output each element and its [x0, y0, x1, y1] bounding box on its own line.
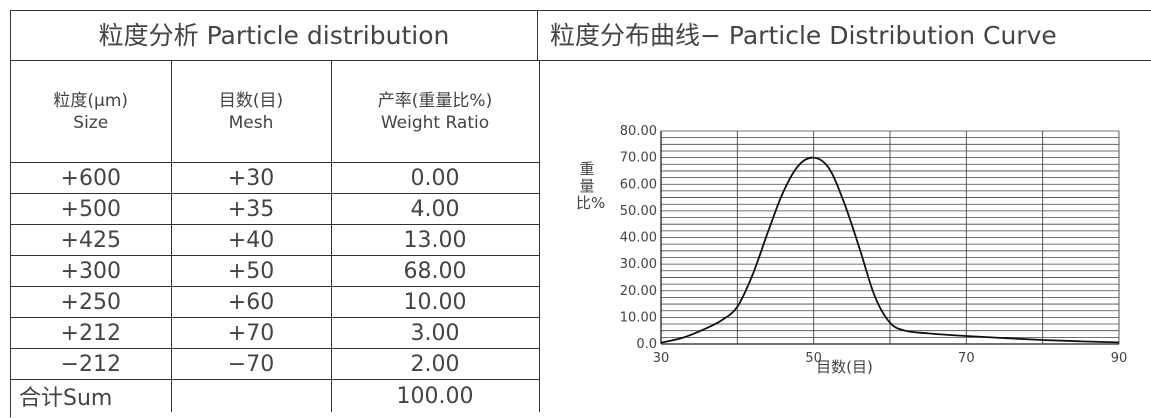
cell-size: −212 — [11, 348, 172, 380]
header-size-cn: 粒度(μm) — [53, 90, 129, 111]
cell-size: +425 — [11, 224, 172, 256]
sum-ratio: 100.00 — [331, 379, 540, 412]
x-tick-label: 70 — [958, 351, 975, 366]
cell-mesh: −70 — [171, 348, 332, 380]
table-sum-row: 合计Sum 100.00 — [11, 379, 540, 412]
table-header-row: 粒度(μm) Size 目数(目) Mesh 产率(重量比%) Weight R… — [11, 61, 540, 163]
y-tick-label: 70.00 — [620, 151, 657, 166]
cell-size: +500 — [11, 193, 172, 225]
cell-mesh: +30 — [171, 162, 332, 194]
header-ratio-en: Weight Ratio — [380, 112, 490, 133]
cell-mesh: +40 — [171, 224, 332, 256]
cell-ratio: 3.00 — [331, 317, 540, 349]
particle-table-panel: 粒度分析 Particle distribution 粒度(μm) Size 目… — [10, 10, 540, 417]
cell-mesh: +35 — [171, 193, 332, 225]
distribution-chart: 0.0 10.00 20.00 30.00 40.00 50.00 60.00 70.00 80… — [620, 124, 1128, 366]
cell-size: +600 — [11, 162, 172, 194]
y-tick-label: 0.0 — [636, 337, 657, 352]
cell-ratio: 13.00 — [331, 224, 540, 256]
table-row: +250 +60 10.00 — [11, 286, 540, 318]
sum-label: 合计Sum — [11, 379, 172, 412]
distribution-curve — [660, 156, 1120, 344]
cell-ratio: 0.00 — [331, 162, 540, 194]
y-tick-label: 30.00 — [620, 257, 657, 272]
x-tick-label: 50 — [805, 351, 822, 366]
cell-ratio: 68.00 — [331, 255, 540, 287]
cell-ratio: 2.00 — [331, 348, 540, 380]
y-tick-label: 10.00 — [620, 310, 657, 325]
chart-title: 粒度分布曲线− Particle Distribution Curve — [538, 11, 1151, 61]
cell-ratio: 4.00 — [331, 193, 540, 225]
header-mesh: 目数(目) Mesh — [171, 61, 332, 163]
cell-size: +250 — [11, 286, 172, 318]
header-ratio: 产率(重量比%) Weight Ratio — [331, 61, 540, 163]
header-size-en: Size — [73, 112, 109, 133]
y-tick-label: 50.00 — [620, 204, 657, 219]
cell-ratio: 10.00 — [331, 286, 540, 318]
header-mesh-en: Mesh — [228, 112, 274, 133]
header-mesh-cn: 目数(目) — [218, 90, 284, 111]
table-row: +300 +50 68.00 — [11, 255, 540, 287]
cell-mesh: +50 — [171, 255, 332, 287]
particle-table: 粒度(μm) Size 目数(目) Mesh 产率(重量比%) Weight R… — [11, 61, 540, 412]
sum-mesh — [171, 379, 332, 412]
x-tick-label: 90 — [1111, 351, 1128, 366]
header-size: 粒度(μm) Size — [11, 61, 172, 163]
table-title: 粒度分析 Particle distribution — [11, 11, 538, 61]
table-row: −212 −70 2.00 — [11, 348, 540, 380]
chart-panel: 粒度分布曲线− Particle Distribution Curve 0.0 1… — [538, 10, 1151, 417]
cell-size: +300 — [11, 255, 172, 287]
y-tick-label: 40.00 — [620, 231, 657, 246]
x-axis-title: 目数(目) — [816, 358, 873, 376]
cell-mesh: +70 — [171, 317, 332, 349]
table-row: +500 +35 4.00 — [11, 193, 540, 225]
table-row: +425 +40 13.00 — [11, 224, 540, 256]
table-row: +600 +30 0.00 — [11, 162, 540, 194]
y-tick-label: 60.00 — [620, 177, 657, 192]
table-row: +212 +70 3.00 — [11, 317, 540, 349]
y-tick-label: 20.00 — [620, 284, 657, 299]
y-axis-title: 重量比% — [576, 160, 606, 212]
cell-size: +212 — [11, 317, 172, 349]
x-tick-label: 30 — [653, 351, 670, 366]
header-ratio-cn: 产率(重量比%) — [377, 90, 493, 111]
cell-mesh: +60 — [171, 286, 332, 318]
y-tick-label: 80.00 — [620, 124, 657, 139]
